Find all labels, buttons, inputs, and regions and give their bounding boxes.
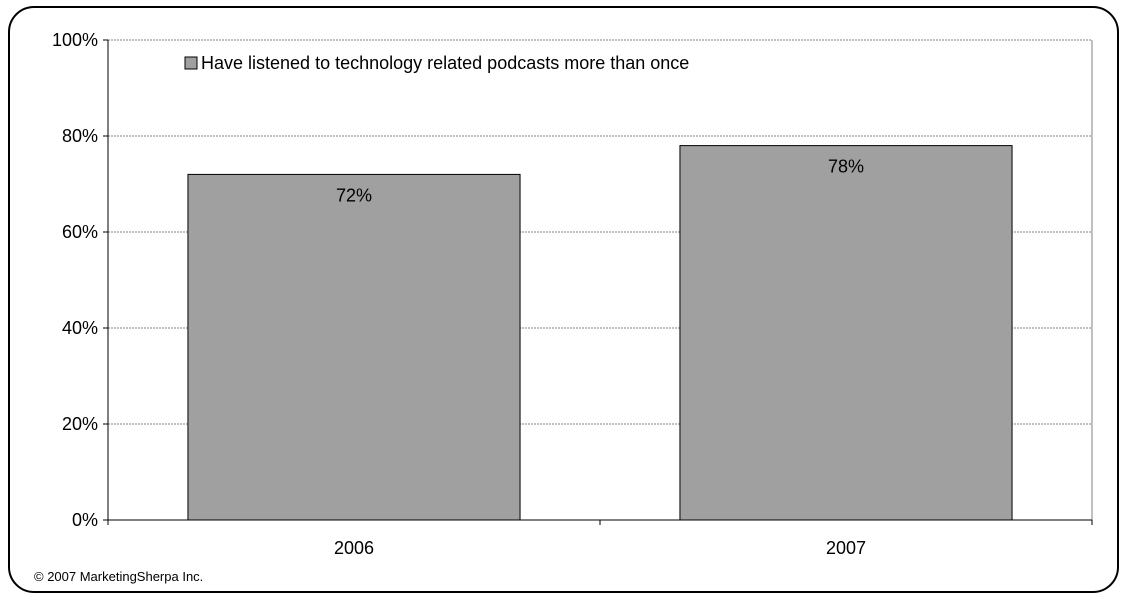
data-label: 78% <box>828 157 864 177</box>
y-tick-label: 40% <box>62 318 98 338</box>
copyright-text: © 2007 MarketingSherpa Inc. <box>34 569 204 584</box>
y-tick-label: 100% <box>52 30 98 50</box>
y-tick-label: 0% <box>72 510 98 530</box>
bars <box>187 145 1013 521</box>
legend-swatch <box>184 56 198 70</box>
legend-label: Have listened to technology related podc… <box>201 53 689 73</box>
bar-2007 <box>679 145 1013 521</box>
y-tick-label: 80% <box>62 126 98 146</box>
axes <box>103 39 1093 525</box>
y-tick-label: 60% <box>62 222 98 242</box>
bar-2006 <box>187 173 521 521</box>
labels: 72% 2006 78% 2007 0% 20% 40% 60% 80% 100% <box>52 30 866 558</box>
x-tick-label: 2007 <box>826 538 866 558</box>
legend: Have listened to technology related podc… <box>184 53 689 73</box>
x-tick-label: 2006 <box>334 538 374 558</box>
y-tick-label: 20% <box>62 414 98 434</box>
data-label: 72% <box>336 185 372 205</box>
